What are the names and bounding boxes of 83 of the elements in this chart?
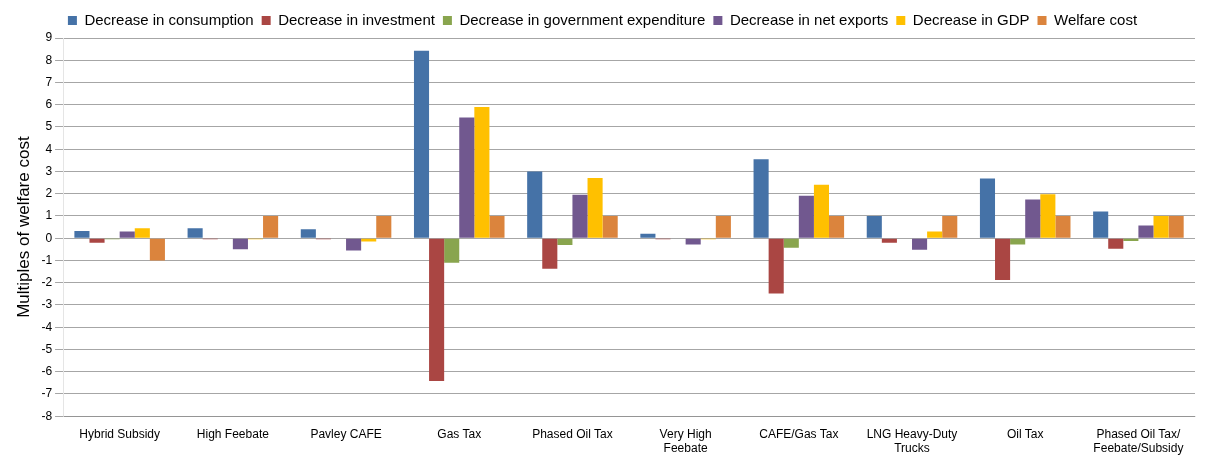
y-tick-label: 1 [45, 208, 53, 223]
bar [1138, 225, 1154, 238]
bar [134, 228, 150, 238]
legend-label: Decrease in investment [278, 10, 436, 28]
bar [89, 238, 105, 243]
x-tick-label: CAFE/Gas Tax [759, 426, 839, 441]
bar [768, 238, 784, 294]
y-tick-label: -4 [41, 319, 53, 334]
x-tick-label: Phased Oil Tax/Feebate/Subsidy [1093, 426, 1184, 456]
bar [429, 238, 445, 382]
y-tick-label: 7 [45, 74, 53, 89]
bar [489, 215, 505, 238]
y-tick-label: 5 [45, 119, 53, 134]
bar [187, 228, 203, 238]
x-tick-label: Hybrid Subsidy [79, 426, 161, 441]
bar [149, 238, 165, 261]
bar [912, 238, 928, 250]
bar [715, 215, 731, 238]
bar [927, 231, 943, 238]
bar [602, 215, 618, 238]
bar [829, 215, 845, 238]
y-tick-label: 9 [45, 30, 53, 45]
bar [1168, 215, 1184, 238]
y-tick-label: -3 [41, 297, 53, 312]
y-tick-label: 6 [45, 97, 53, 112]
x-tick-label: High Feebate [196, 426, 270, 441]
y-tick-label: -6 [41, 364, 53, 379]
bar [753, 159, 769, 238]
y-tick-label: -5 [41, 341, 53, 356]
bar [979, 178, 996, 238]
bar [1040, 194, 1056, 238]
bar [1093, 211, 1109, 238]
bar [866, 215, 882, 238]
y-tick-label: -1 [41, 252, 53, 267]
y-tick-label: 8 [45, 52, 53, 67]
bar [640, 233, 656, 238]
legend-label: Decrease in net exports [729, 10, 889, 28]
bar [542, 238, 558, 269]
y-tick-label: -7 [41, 386, 53, 401]
legend-label: Welfare cost [1054, 10, 1138, 28]
y-tick-label: 3 [45, 163, 53, 178]
legend-label: Decrease in GDP [912, 10, 1030, 28]
bar [1123, 238, 1139, 241]
bar [587, 177, 603, 238]
y-tick-label: 4 [45, 141, 53, 156]
bar [459, 117, 475, 238]
bar [527, 171, 543, 238]
bar [263, 215, 279, 238]
bar [557, 238, 573, 245]
bar [361, 238, 377, 242]
bar [413, 50, 430, 238]
x-tick-label: Oil Tax [1006, 426, 1044, 441]
bar [474, 106, 490, 238]
bar [74, 230, 90, 238]
legend-label: Decrease in consumption [84, 10, 254, 28]
bar [1153, 215, 1169, 238]
bar [300, 229, 316, 238]
bar [572, 194, 588, 238]
bar [232, 238, 248, 250]
y-axis-title: Multiples of welfare cost [13, 136, 33, 318]
bar [1025, 199, 1041, 238]
bar [444, 238, 460, 263]
x-tick-label: Phased Oil Tax [532, 426, 613, 441]
bar [1055, 215, 1071, 238]
x-tick-label: Pavley CAFE [310, 426, 382, 441]
bar [119, 231, 135, 238]
bar [813, 184, 830, 238]
x-tick-label: LNG Heavy-Duty Trucks [866, 426, 958, 456]
bar [346, 238, 362, 251]
y-tick-label: 2 [45, 186, 53, 201]
y-tick-label: -8 [41, 408, 53, 423]
bar [783, 238, 799, 248]
x-tick-label: Very High Feebate [659, 426, 712, 456]
y-tick-label: 0 [45, 230, 53, 245]
bar [881, 238, 897, 243]
bar [798, 195, 814, 238]
bar [1108, 238, 1124, 249]
y-tick-label: -2 [41, 275, 53, 290]
bar [376, 215, 392, 238]
bar [942, 215, 958, 238]
legend-label: Decrease in government expenditure [459, 10, 706, 28]
x-tick-label: Gas Tax [437, 426, 482, 441]
bar [995, 238, 1011, 281]
